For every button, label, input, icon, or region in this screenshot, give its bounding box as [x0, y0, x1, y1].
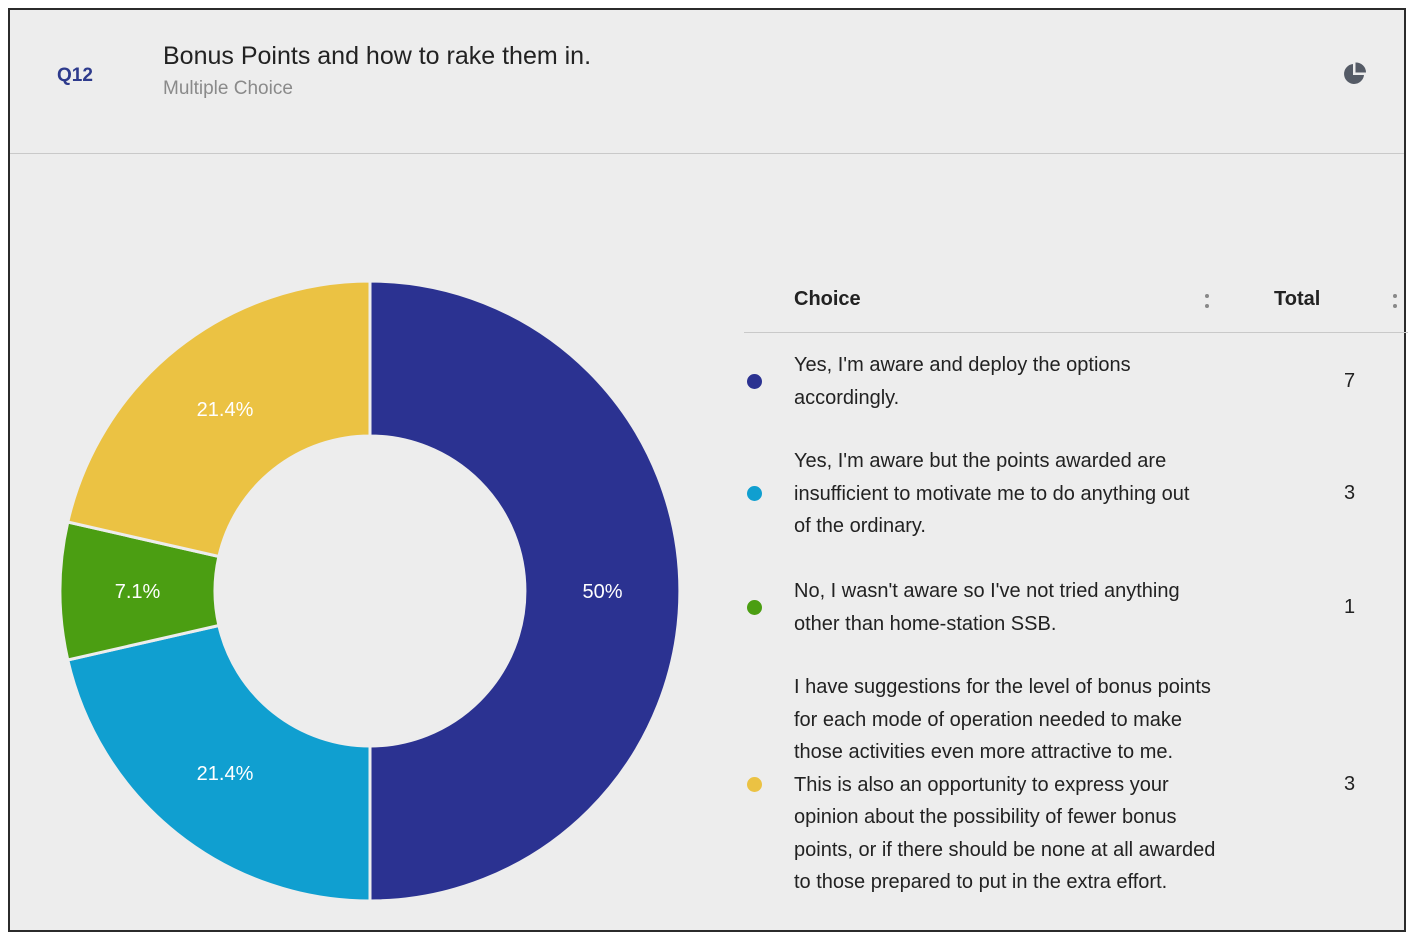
sort-total-icon[interactable]: [1388, 290, 1402, 312]
question-number: Q12: [57, 65, 93, 86]
choice-total: 3: [1344, 481, 1356, 504]
donut-slice-4[interactable]: [65, 279, 372, 559]
choice-label: Yes, I'm aware and deploy the options acc…: [794, 354, 1131, 409]
question-type: Multiple Choice: [163, 78, 293, 99]
legend-dot: [747, 486, 762, 502]
table-header: Choice Total: [744, 280, 1408, 333]
choice-table: Choice Total Yes, I'm aware and deploy t…: [744, 280, 1408, 893]
slice-label-3: 7.1%: [115, 581, 161, 603]
choice-total: 1: [1344, 595, 1356, 618]
choice-label: No, I wasn't aware so I've not tried any…: [794, 580, 1180, 635]
column-header-total: Total: [1274, 288, 1321, 310]
question-card: Q12 Bonus Points and how to rake them in…: [8, 8, 1408, 932]
column-header-choice: Choice: [794, 288, 861, 310]
legend-dot: [747, 777, 762, 793]
sort-choice-icon[interactable]: [1200, 290, 1214, 312]
donut-chart: 50% 21.4% 7.1% 21.4%: [58, 279, 682, 903]
question-header: Q12 Bonus Points and how to rake them in…: [10, 10, 1404, 154]
donut-slice-2[interactable]: [65, 623, 372, 903]
slice-label-4: 21.4%: [197, 399, 254, 421]
choice-label: I have suggestions for the level of bonu…: [794, 676, 1216, 893]
pie-chart-icon[interactable]: [1341, 60, 1369, 88]
choice-total: 7: [1344, 369, 1356, 392]
donut-slice-1[interactable]: [368, 279, 682, 903]
slice-label-1: 50%: [582, 581, 622, 603]
legend-dot: [747, 374, 762, 389]
question-title: Bonus Points and how to rake them in.: [163, 42, 592, 70]
choice-total: 3: [1344, 772, 1356, 795]
slice-label-2: 21.4%: [197, 763, 254, 785]
legend-dot: [747, 600, 762, 615]
choice-label: Yes, I'm aware but the points awarded ar…: [794, 450, 1190, 537]
